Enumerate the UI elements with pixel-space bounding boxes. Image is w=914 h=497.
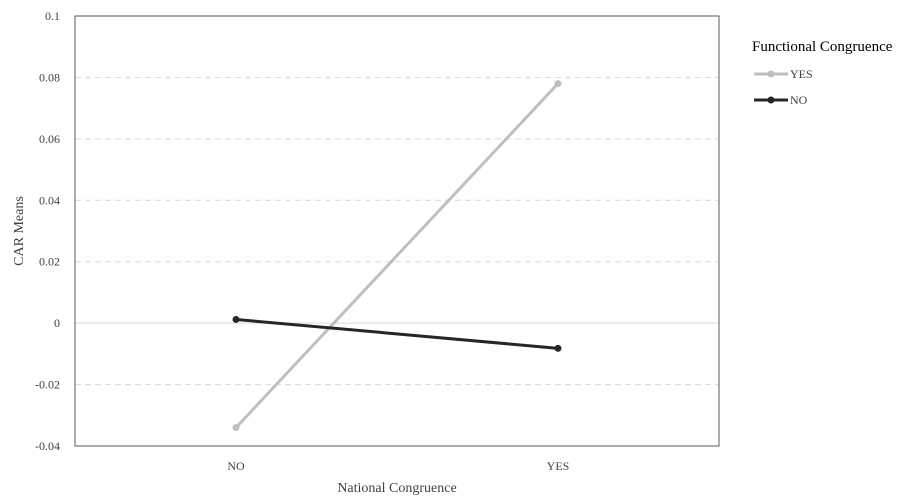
legend-title: Functional Congruence (752, 39, 893, 55)
y-tick-label: 0.08 (39, 70, 60, 84)
legend-marker-no (767, 96, 775, 104)
x-tick-label: NO (227, 459, 245, 473)
data-point-yes (554, 80, 562, 88)
series-line-no (234, 317, 560, 350)
y-tick-label: 0.06 (39, 132, 60, 146)
y-axis-title: CAR Means (12, 196, 27, 266)
plot-area-frame (74, 15, 720, 447)
legend-items: YES NO (754, 67, 813, 107)
y-tick-label: 0.04 (39, 193, 60, 207)
grid-lines (75, 76, 719, 386)
y-tick-label: 0.02 (39, 255, 60, 269)
legend-label-yes: YES (790, 67, 813, 81)
data-point-no (232, 315, 240, 323)
x-tick-label: YES (547, 459, 570, 473)
y-tick-label: 0 (54, 316, 60, 330)
series-lines (232, 80, 562, 432)
x-axis-title: National Congruence (337, 481, 456, 496)
legend-label-no: NO (790, 93, 808, 107)
y-axis-ticks: -0.04 -0.02 0 0.02 0.04 0.06 0.08 0.1 (35, 9, 60, 453)
series-line-yes (234, 82, 560, 430)
legend: Functional Congruence YES NO (752, 39, 893, 107)
legend-marker-yes (767, 70, 775, 78)
y-tick-label: -0.02 (35, 378, 60, 392)
y-tick-label: 0.1 (45, 9, 60, 23)
data-point-yes (232, 424, 240, 432)
x-axis-ticks: NO YES (227, 459, 569, 473)
y-tick-label: -0.04 (35, 439, 60, 453)
data-point-no (554, 344, 562, 352)
